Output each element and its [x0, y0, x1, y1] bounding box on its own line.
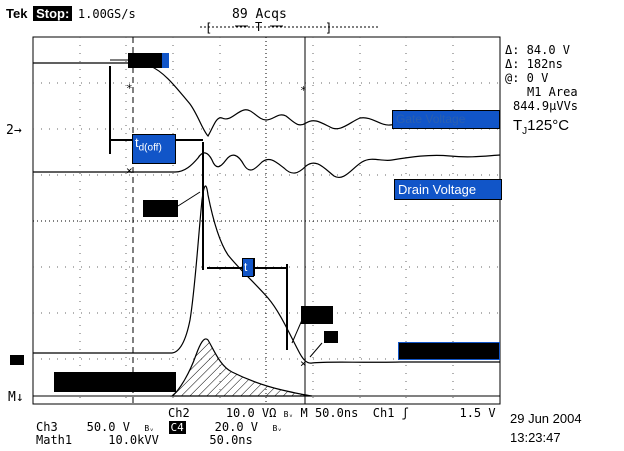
ch2-scale: 10.0 VΩ: [225, 406, 277, 420]
sample-rate-label: 1.00GS/s: [77, 7, 136, 21]
footer-row-1: Ch2 10.0 VΩ Bᵥ M 50.0ns Ch1 ʃ 1.5 V: [168, 406, 496, 420]
temp-subscript: J: [522, 126, 528, 137]
ch4-badge[interactable]: C4: [168, 421, 186, 434]
timebase[interactable]: M 50.0ns: [300, 406, 359, 420]
cursor-readout: Δ: 84.0 V Δ: 182ns @: 0 V M1 Area 844.9µ…: [505, 43, 578, 113]
tdoff-sub: d(off): [138, 142, 162, 154]
brand-label: Tek: [6, 6, 28, 21]
tdoff-label: td(off): [132, 134, 176, 164]
header-status: Tek Stop: 1.00GS/s: [6, 6, 136, 21]
power-loss-area: [170, 338, 313, 397]
ch4-scale: 20.0 V: [214, 420, 259, 434]
math1-scale: 10.0kVV: [108, 433, 159, 447]
drain-current-trace: [33, 185, 500, 364]
tdoff-main: t: [135, 135, 139, 150]
drain-voltage-label: Drain Voltage: [394, 179, 502, 200]
ch2-marker[interactable]: 2→: [6, 123, 22, 138]
cursor-marker-right: *: [300, 84, 307, 97]
m1-area-value: 844.9µVVs: [513, 99, 579, 113]
trigger-level[interactable]: 1.5 V: [459, 406, 496, 420]
timing-annotations: [109, 66, 288, 350]
ch3-ground-marker[interactable]: [10, 355, 24, 365]
capture-time: 13:23:47: [510, 430, 561, 445]
annotation-arrows: [110, 59, 323, 358]
ch4-bandwidth: Bᵥ: [272, 424, 283, 433]
redaction-block-vds: [301, 306, 333, 324]
svg-text:T: T: [255, 20, 262, 34]
trigger-edge-icon: ʃ: [401, 406, 409, 420]
timestamp: 29 Jun 2004 13:23:47: [510, 409, 582, 447]
ch3-scale: 50.0 V: [86, 420, 130, 434]
delta-time: Δ: 182ns: [505, 57, 563, 71]
ch2-bandwidth: Bᵥ: [283, 410, 294, 419]
ch2-label[interactable]: Ch2: [168, 406, 190, 420]
svg-text:[: [: [205, 21, 212, 35]
footer-row-3: Math1 10.0kVV 50.0ns: [36, 433, 253, 447]
math1-time: 50.0ns: [209, 433, 253, 447]
redaction-block-power: [54, 372, 176, 392]
cursor-marker-drain: ×: [126, 164, 133, 177]
gate-voltage-label: Gate Voltage: [392, 110, 500, 129]
redaction-block-vgs: [128, 53, 163, 68]
redaction-block-current: [398, 342, 500, 360]
temp-symbol: T: [513, 117, 523, 134]
redaction-block-id: [143, 200, 178, 217]
temp-value: 125°C: [527, 117, 570, 134]
redaction-block-small: [324, 331, 338, 343]
m1-area-label: M1 Area: [527, 85, 578, 99]
junction-temperature: TJ125°C: [513, 117, 569, 137]
redaction-block-vgs-tail: [162, 53, 169, 68]
drain-voltage-trace: [33, 152, 501, 178]
svg-text:]: ]: [325, 21, 332, 35]
trigger-source[interactable]: Ch1: [372, 406, 395, 420]
ch3-label[interactable]: Ch3: [36, 420, 58, 434]
acquisition-state-badge: Stop:: [33, 6, 73, 21]
tf-label: t: [242, 258, 254, 277]
capture-date: 29 Jun 2004: [510, 411, 582, 426]
footer-row-2: Ch3 50.0 V Bᵥ C4 20.0 V Bᵥ: [36, 420, 282, 434]
delta-voltage: Δ: 84.0 V: [505, 43, 571, 57]
math-marker[interactable]: M↓: [8, 390, 24, 405]
at-value: @: 0 V: [505, 71, 549, 85]
cursor-marker-left: *: [126, 82, 133, 95]
trigger-window-indicator: [ T ]: [200, 20, 380, 35]
cursor-marker-bottom: ×: [300, 357, 307, 370]
math1-label[interactable]: Math1: [36, 433, 73, 447]
acquisition-count: 89 Acqs: [232, 7, 287, 22]
ch3-bandwidth: Bᵥ: [144, 424, 155, 433]
